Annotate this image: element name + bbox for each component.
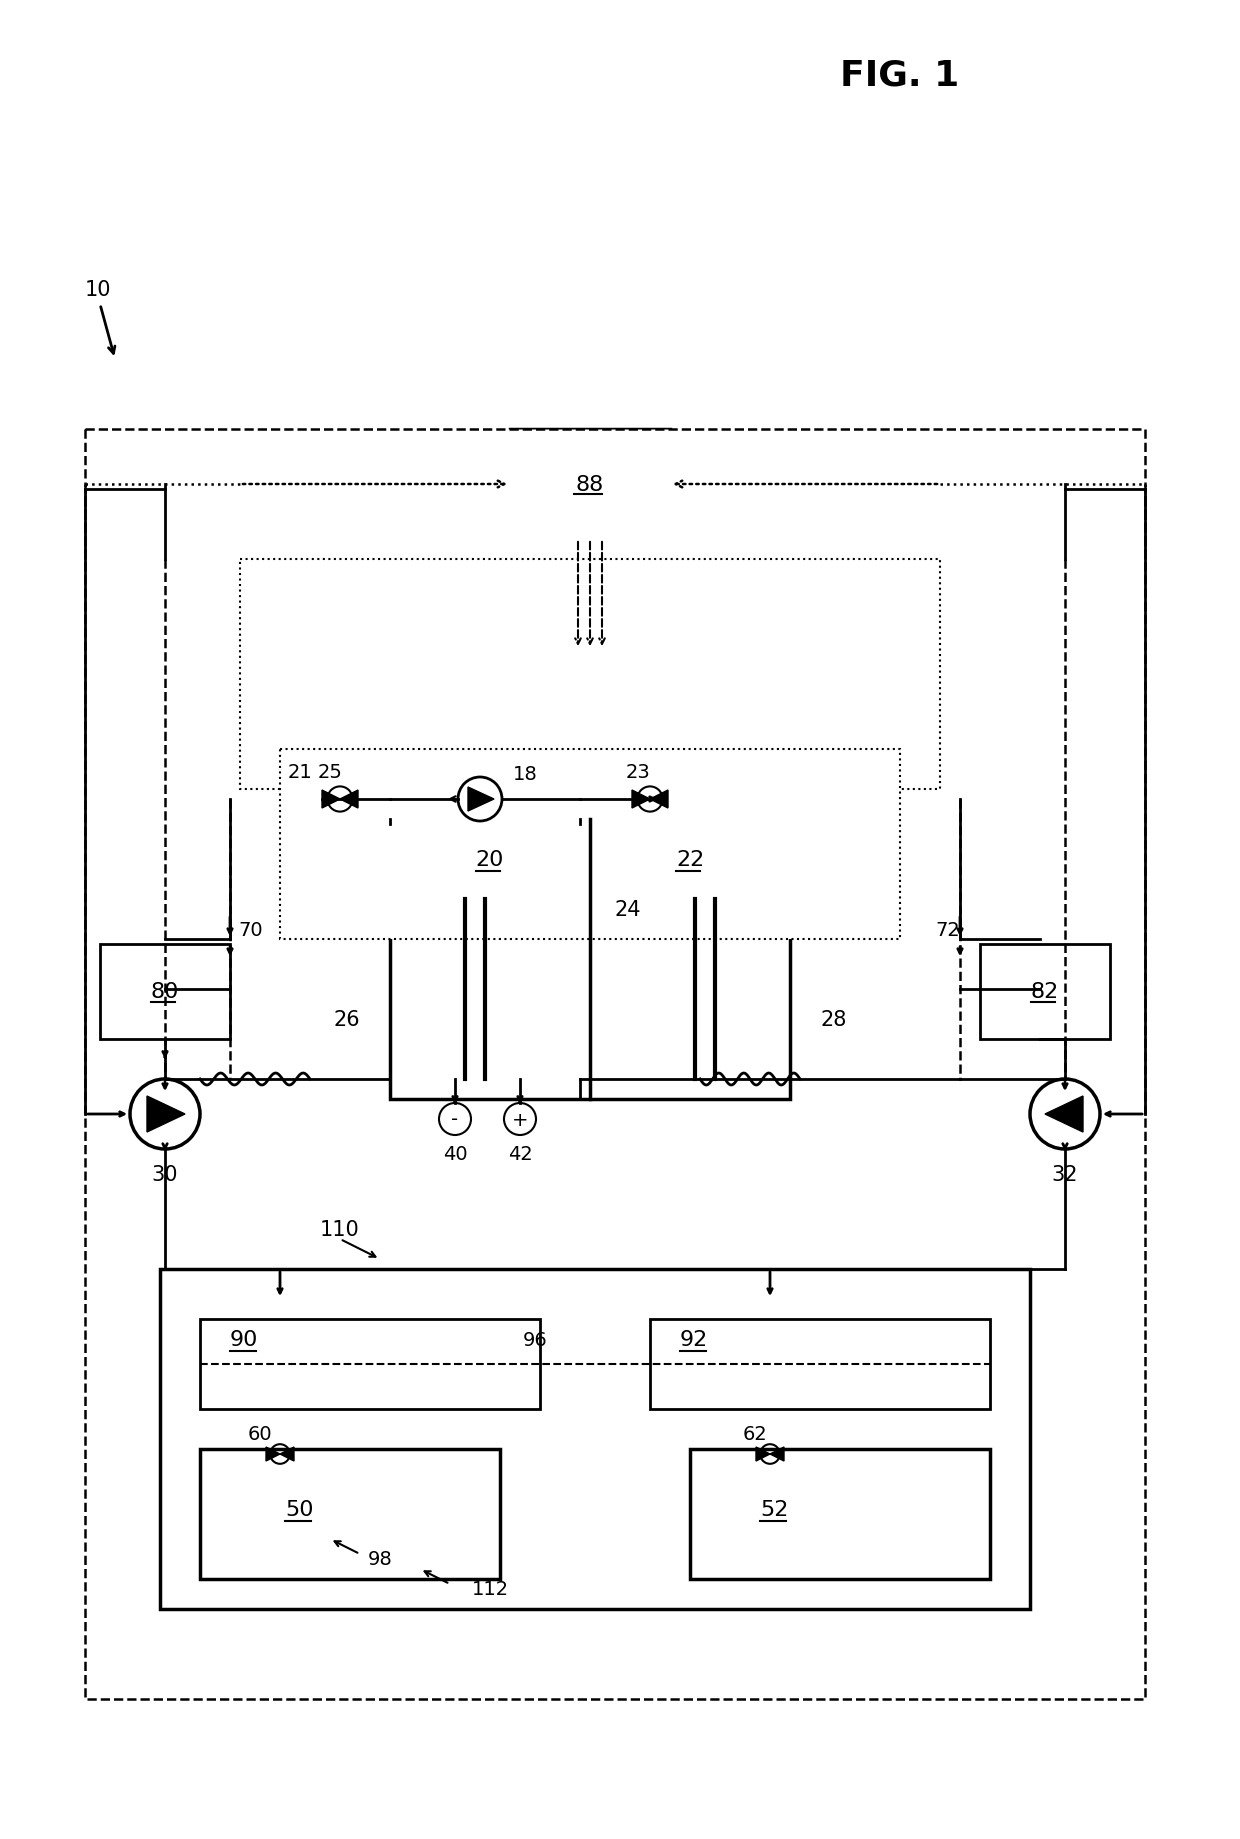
Text: 110: 110 <box>320 1219 360 1239</box>
Text: -: - <box>451 1111 459 1129</box>
Polygon shape <box>1045 1096 1083 1133</box>
Bar <box>200 1319 539 1409</box>
Text: 23: 23 <box>626 761 650 782</box>
Text: 26: 26 <box>334 1010 360 1030</box>
Text: 42: 42 <box>507 1146 532 1164</box>
Polygon shape <box>322 791 340 809</box>
Text: 70: 70 <box>238 920 263 940</box>
Text: 24: 24 <box>615 899 641 920</box>
Text: 40: 40 <box>443 1146 467 1164</box>
Bar <box>100 945 229 1039</box>
Text: 10: 10 <box>86 280 112 300</box>
Text: FIG. 1: FIG. 1 <box>841 59 960 92</box>
Bar <box>86 430 1145 1699</box>
Bar <box>689 1449 990 1580</box>
Polygon shape <box>467 787 494 811</box>
Text: 18: 18 <box>512 765 537 783</box>
Bar <box>200 1449 500 1580</box>
Polygon shape <box>267 1447 280 1462</box>
Text: 32: 32 <box>1052 1164 1079 1184</box>
Text: 52: 52 <box>760 1499 789 1519</box>
Text: 92: 92 <box>680 1330 708 1350</box>
Text: 30: 30 <box>151 1164 179 1184</box>
Text: 72: 72 <box>935 920 960 940</box>
Text: 25: 25 <box>317 761 342 782</box>
Polygon shape <box>148 1096 185 1133</box>
Polygon shape <box>650 791 668 809</box>
Text: 21: 21 <box>288 761 312 782</box>
Polygon shape <box>340 791 358 809</box>
Bar <box>650 1319 990 1409</box>
Bar <box>980 945 1110 1039</box>
Text: 50: 50 <box>285 1499 314 1519</box>
Text: 90: 90 <box>229 1330 258 1350</box>
Text: 22: 22 <box>676 850 704 870</box>
Text: 88: 88 <box>575 474 604 495</box>
Bar <box>391 820 790 1100</box>
Text: 62: 62 <box>743 1425 768 1444</box>
Text: 112: 112 <box>471 1580 508 1598</box>
Polygon shape <box>632 791 650 809</box>
Polygon shape <box>756 1447 770 1462</box>
Text: +: + <box>512 1111 528 1129</box>
Text: 60: 60 <box>248 1425 273 1444</box>
Text: 96: 96 <box>522 1330 547 1348</box>
Text: 98: 98 <box>367 1550 392 1569</box>
Bar <box>160 1269 1030 1609</box>
Bar <box>510 430 670 539</box>
Bar <box>280 750 900 940</box>
Text: 80: 80 <box>151 982 180 1002</box>
Text: 28: 28 <box>820 1010 847 1030</box>
Text: 20: 20 <box>476 850 505 870</box>
Text: 82: 82 <box>1030 982 1059 1002</box>
Polygon shape <box>770 1447 784 1462</box>
Polygon shape <box>280 1447 294 1462</box>
Bar <box>241 559 940 789</box>
